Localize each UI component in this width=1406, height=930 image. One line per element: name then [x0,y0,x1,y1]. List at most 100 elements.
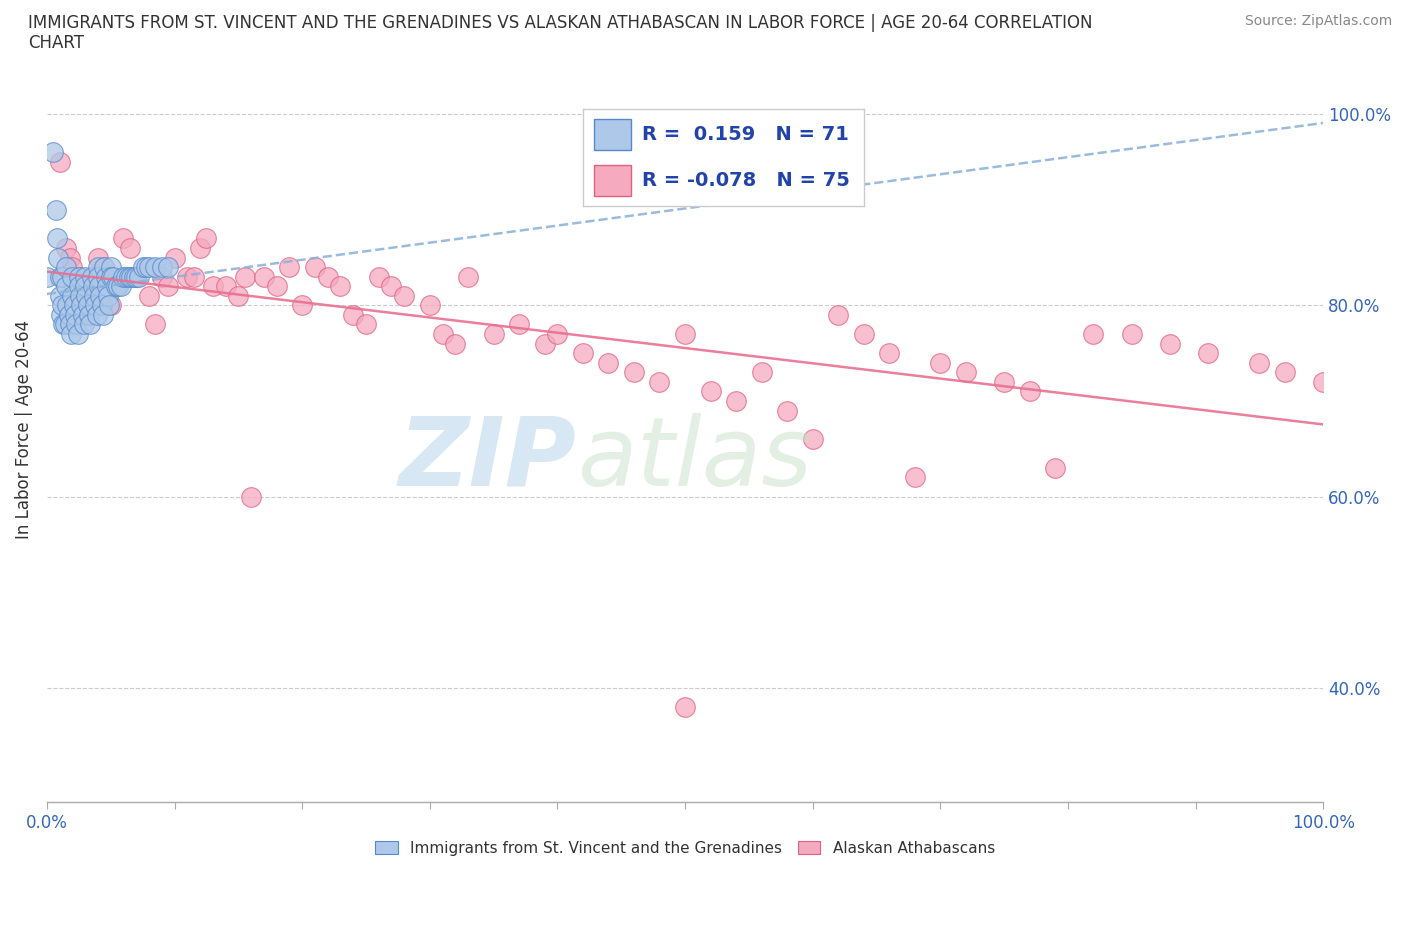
Point [1159,336,1181,351]
Point [125,270,148,285]
Point [66,326,89,341]
Point [801,432,824,446]
Text: IMMIGRANTS FROM ST. VINCENT AND THE GRENADINES VS ALASKAN ATHABASCAN IN LABOR FO: IMMIGRANTS FROM ST. VINCENT AND THE GREN… [28,14,1092,32]
Point [46,231,69,246]
Point [55,241,77,256]
Point [1083,326,1105,341]
Point [1312,375,1334,390]
Point [89,279,111,294]
Point [120,270,142,285]
Point [72,298,94,312]
Point [304,259,326,274]
Text: ZIP: ZIP [399,413,576,506]
Point [266,279,288,294]
Point [673,326,696,341]
Legend: Immigrants from St. Vincent and the Grenadines, Alaskan Athabascans: Immigrants from St. Vincent and the Gren… [368,834,1001,862]
Text: Source: ZipAtlas.com: Source: ZipAtlas.com [1244,14,1392,28]
Point [112,270,135,285]
Point [546,326,568,341]
Point [80,270,103,285]
Point [90,298,112,312]
Point [128,270,150,285]
Point [145,317,167,332]
Point [228,288,250,303]
Point [55,279,77,294]
Point [240,489,263,504]
Text: CHART: CHART [28,34,84,52]
Point [103,270,125,285]
Point [138,288,160,303]
Point [77,308,100,323]
Point [598,355,620,370]
Point [1121,326,1143,341]
Point [176,270,198,285]
Point [118,241,141,256]
Point [79,317,101,332]
Y-axis label: In Labor Force | Age 20-64: In Labor Force | Age 20-64 [15,320,32,539]
Point [87,259,110,274]
Point [354,317,377,332]
Point [82,279,104,294]
Point [112,231,135,246]
Point [62,259,84,274]
Point [233,270,256,285]
Point [100,270,122,285]
Point [59,250,82,265]
Point [42,145,65,160]
Point [1043,460,1066,475]
Point [75,279,97,294]
Point [533,336,555,351]
Point [776,403,799,418]
Point [93,259,115,274]
Point [188,241,211,256]
Point [508,317,530,332]
Point [993,375,1015,390]
Point [55,259,77,274]
Point [59,317,82,332]
Point [62,298,84,312]
Point [138,259,160,274]
Point [163,250,186,265]
Point [80,288,103,303]
Point [673,699,696,714]
Point [86,308,108,323]
Point [110,279,132,294]
Point [201,279,224,294]
Point [75,288,97,303]
Point [96,279,118,294]
Point [329,279,352,294]
Point [342,308,364,323]
Point [56,298,79,312]
Point [67,270,90,285]
Point [97,288,120,303]
Point [457,270,479,285]
Point [49,308,72,323]
Point [45,203,67,218]
Point [1018,384,1040,399]
Point [1274,365,1296,379]
Point [482,326,505,341]
Point [572,346,595,361]
Point [100,298,122,312]
Point [93,259,115,274]
Point [699,384,721,399]
Point [60,326,83,341]
Point [648,375,671,390]
Point [214,279,236,294]
Point [75,279,97,294]
Point [278,259,301,274]
Point [48,270,70,285]
Point [367,270,389,285]
Point [84,298,107,312]
Point [432,326,454,341]
Point [48,154,70,169]
Point [131,259,153,274]
Point [94,270,117,285]
Point [852,326,875,341]
Point [444,336,467,351]
Point [157,259,180,274]
Point [253,270,276,285]
Point [291,298,314,312]
Point [929,355,952,370]
Point [150,259,173,274]
